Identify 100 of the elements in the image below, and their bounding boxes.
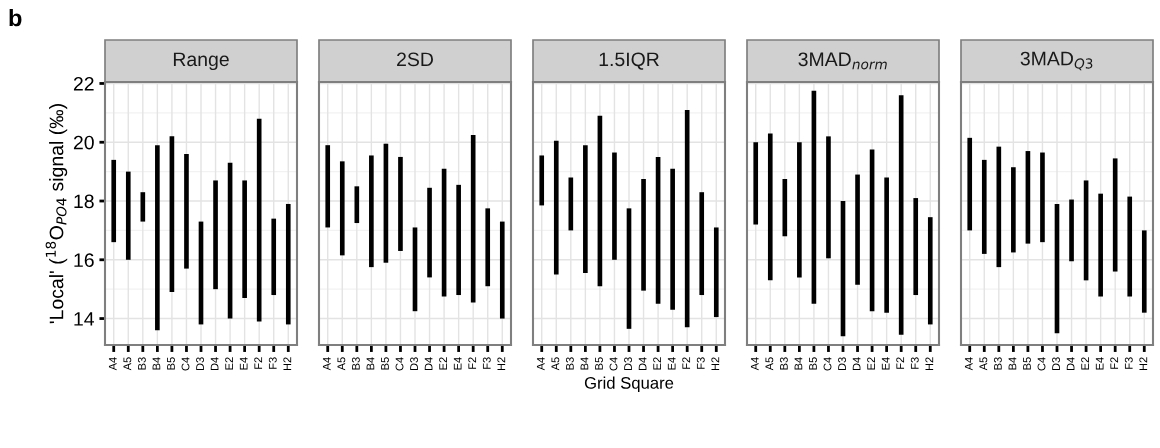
x-tick-label: D4 xyxy=(638,357,647,371)
bar xyxy=(981,159,987,254)
x-tick-label: E4 xyxy=(667,357,676,370)
x-tick-label: B3 xyxy=(993,357,1002,370)
x-tick-label: A4 xyxy=(750,357,759,371)
bar xyxy=(125,171,131,260)
chart-title: 3MAD$_{Q3}$ xyxy=(1020,51,1093,71)
bar xyxy=(898,95,904,335)
x-tick-label: F3 xyxy=(268,357,277,369)
x-tick-label: F3 xyxy=(1124,357,1133,369)
x-tick-label: B3 xyxy=(137,357,146,370)
bar xyxy=(927,217,933,325)
bar xyxy=(826,136,831,259)
x-tick-label: B4 xyxy=(152,357,161,370)
x-tick-label: A4 xyxy=(536,357,545,371)
x-tick-label: F3 xyxy=(910,357,919,369)
bar xyxy=(699,192,705,296)
x-tick-label: A5 xyxy=(979,357,988,371)
bar xyxy=(767,133,773,281)
x-tick-label: F2 xyxy=(896,357,905,369)
bar xyxy=(713,227,719,318)
x-tick-label: D3 xyxy=(410,357,418,371)
x-tick-label: E4 xyxy=(239,357,248,370)
x-tick-label: D4 xyxy=(852,357,861,371)
bar xyxy=(684,109,690,328)
x-tick-label: F3 xyxy=(482,357,491,369)
x-tick-label: A5 xyxy=(551,357,560,371)
bar xyxy=(553,140,559,275)
bar xyxy=(470,134,476,303)
bar xyxy=(184,153,189,269)
x-tick-label: A5 xyxy=(337,357,346,371)
bar xyxy=(583,145,588,274)
text: b xyxy=(9,9,22,27)
x-tick-label: H2 xyxy=(497,357,506,371)
bar xyxy=(797,142,802,278)
bar xyxy=(325,145,331,228)
x-tick-label: F2 xyxy=(254,357,263,369)
x-tick-label: H2 xyxy=(711,357,720,371)
bar xyxy=(670,168,675,310)
bar xyxy=(369,155,374,268)
x-tick-label: A4 xyxy=(964,357,973,371)
x-tick-label: D4 xyxy=(210,357,219,371)
x-tick-label: C4 xyxy=(609,357,618,371)
x-tick-label: B5 xyxy=(809,357,817,370)
x-tick-label: E4 xyxy=(1095,357,1104,370)
bar xyxy=(499,221,505,319)
y-tick-label: 20 xyxy=(73,135,94,150)
x-tick-label: C4 xyxy=(823,357,832,371)
x-tick-label: B4 xyxy=(1008,357,1017,370)
y-tick-label: 16 xyxy=(74,253,94,268)
bar xyxy=(539,155,545,206)
x-tick-label: B3 xyxy=(565,357,574,370)
bar xyxy=(1112,158,1118,272)
x-tick-label: B3 xyxy=(351,357,360,370)
x-tick-label: E4 xyxy=(881,357,890,370)
x-tick-label: A4 xyxy=(108,357,117,371)
bar xyxy=(242,180,247,298)
bar xyxy=(1040,152,1045,243)
bar xyxy=(456,184,461,296)
bar xyxy=(398,156,403,251)
bar xyxy=(1069,199,1074,262)
x-tick-label: B4 xyxy=(580,357,589,370)
x-tick-label: C4 xyxy=(1037,357,1046,371)
x-tick-label: D3 xyxy=(196,357,204,371)
bar xyxy=(213,180,218,290)
x-tick-label: F2 xyxy=(1110,357,1119,369)
x-tick-label: A4 xyxy=(322,357,331,371)
bar xyxy=(339,161,345,256)
x-tick-label: B5 xyxy=(381,357,389,370)
y-axis-title: 'Local' ($^{18}$O$_{PO4}$ signal (‰) xyxy=(45,104,68,324)
bar xyxy=(1127,196,1133,297)
bar xyxy=(155,145,160,331)
bar xyxy=(485,208,491,287)
chart-title: 1.5IQR xyxy=(599,52,659,70)
x-tick-label: D3 xyxy=(1052,357,1060,371)
bar xyxy=(641,178,646,291)
bar xyxy=(256,118,262,322)
x-tick-label: D4 xyxy=(424,357,433,371)
chart-title: Range xyxy=(173,52,229,71)
bar xyxy=(855,174,860,285)
x-tick-label: F2 xyxy=(682,357,691,369)
bar xyxy=(427,187,432,278)
bar xyxy=(967,137,973,231)
bar xyxy=(884,177,889,313)
chart-title: 2SD xyxy=(397,52,433,67)
bar xyxy=(913,198,919,296)
bar xyxy=(271,218,277,296)
x-tick-label: D4 xyxy=(1066,357,1075,371)
bar xyxy=(354,186,360,224)
y-tick-label: 14 xyxy=(74,312,95,326)
x-tick-label: E4 xyxy=(453,357,462,370)
x-axis-title: Grid Square xyxy=(584,376,674,393)
x-tick-label: H2 xyxy=(283,357,292,371)
bar xyxy=(1098,193,1103,297)
bar xyxy=(782,178,788,237)
x-tick-label: B4 xyxy=(366,357,375,370)
x-tick-label: C4 xyxy=(395,357,404,371)
bar xyxy=(140,192,146,222)
chart-title: 3MAD$_{norm}$ xyxy=(798,52,887,70)
x-tick-label: B5 xyxy=(167,357,175,370)
